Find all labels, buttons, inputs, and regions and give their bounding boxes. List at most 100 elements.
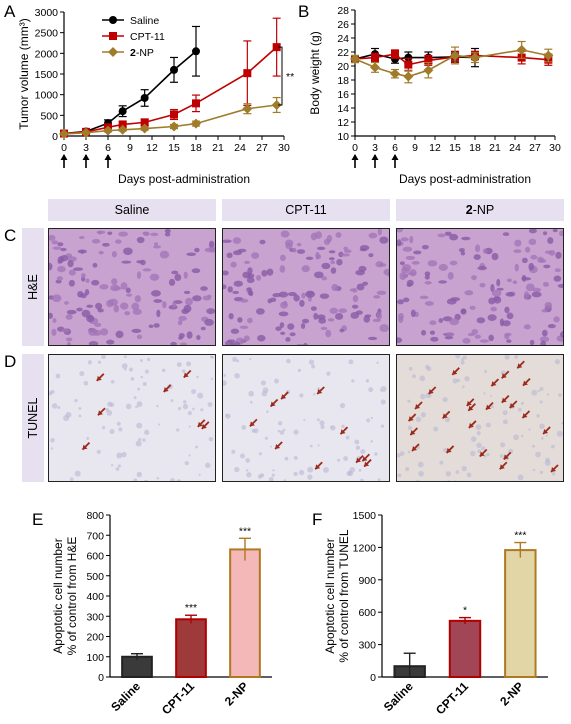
dosing-arrowhead	[104, 154, 112, 160]
cell-nucleus	[251, 252, 260, 259]
x-tick-label: 27	[256, 142, 268, 154]
cell-stain	[264, 436, 268, 440]
cell-nucleus	[68, 279, 75, 287]
cell-stain	[205, 462, 211, 469]
cell-nucleus	[150, 232, 159, 237]
he-image-cpt11	[222, 228, 390, 346]
cell-stain	[240, 453, 245, 459]
cell-stain	[311, 364, 316, 369]
cell-stain	[187, 411, 192, 416]
apoptosis-arrowhead	[82, 444, 88, 450]
significance-stars: ***	[239, 525, 251, 537]
cell-stain	[545, 434, 548, 437]
cell-nucleus	[399, 272, 407, 281]
significance-stars: **	[286, 71, 294, 83]
cell-nucleus	[267, 298, 272, 304]
cell-stain	[169, 478, 176, 481]
cell-stain	[502, 419, 508, 425]
cell-stain	[268, 477, 274, 481]
y-tick-label: 2000	[35, 48, 59, 60]
cell-nucleus	[310, 232, 318, 241]
cell-nucleus	[328, 257, 335, 261]
cell-nucleus	[338, 308, 348, 314]
cell-stain	[319, 420, 325, 426]
y-tick-label: 200	[86, 632, 104, 644]
x-tick-label: 15	[168, 142, 180, 154]
cell-stain	[146, 357, 151, 362]
cell-nucleus	[368, 232, 378, 239]
cell-nucleus	[88, 328, 98, 336]
cell-nucleus	[397, 337, 403, 344]
cell-nucleus	[115, 330, 124, 339]
apoptosis-arrowhead	[503, 454, 509, 460]
y-axis-label: Body weight (g)	[308, 31, 322, 114]
cell-nucleus	[339, 328, 345, 333]
cell-stain	[484, 369, 488, 373]
cell-stain	[144, 429, 150, 435]
cell-nucleus	[287, 292, 297, 297]
data-point	[371, 53, 379, 62]
cell-stain	[236, 359, 240, 363]
data-point	[350, 54, 360, 64]
cell-nucleus	[91, 238, 101, 244]
cell-nucleus	[136, 260, 144, 264]
cell-stain	[330, 425, 336, 431]
cell-stain	[253, 428, 259, 434]
cell-stain	[532, 444, 535, 448]
x-tick-label: 15	[449, 142, 461, 154]
y-tick-label: 24	[337, 33, 349, 45]
cell-nucleus	[206, 308, 215, 315]
cell-stain	[293, 455, 298, 460]
cell-nucleus	[171, 270, 179, 275]
cell-nucleus	[321, 276, 328, 281]
cell-nucleus	[256, 274, 262, 281]
y-tick-label: 3000	[35, 7, 59, 19]
cell-nucleus	[192, 295, 202, 302]
cell-stain	[539, 470, 544, 474]
cell-stain	[133, 478, 138, 481]
cell-stain	[96, 449, 101, 454]
cell-stain	[51, 403, 58, 409]
cell-stain	[464, 376, 470, 382]
cell-stain	[455, 355, 461, 359]
y-tick-label: 500	[86, 571, 104, 583]
cell-nucleus	[305, 256, 314, 260]
cell-stain	[380, 389, 383, 392]
cell-nucleus	[461, 236, 471, 241]
cell-nucleus	[496, 278, 501, 287]
cell-stain	[50, 389, 55, 394]
tumor-volume-chart: 0 500 1000 1500 2000 2500 3000 0 3 6 9 12 15 18 21 24 27…	[17, 7, 294, 186]
cell-stain	[223, 380, 227, 386]
x-tick-label: 0	[352, 142, 358, 154]
cell-stain	[74, 470, 81, 477]
x-tick-label: 30	[278, 142, 290, 154]
cell-nucleus	[505, 291, 515, 297]
cell-nucleus	[554, 268, 561, 273]
cell-nucleus	[85, 278, 90, 283]
cell-stain	[551, 444, 555, 449]
y-tick-label: 0	[370, 672, 376, 684]
cell-nucleus	[555, 251, 562, 259]
cell-stain	[461, 358, 464, 361]
cell-nucleus	[471, 275, 477, 281]
cell-nucleus	[499, 318, 505, 327]
cell-nucleus	[547, 237, 554, 244]
bar	[448, 619, 482, 678]
apoptosis-arrowhead	[362, 456, 368, 462]
apoptosis-arrowhead	[501, 397, 507, 403]
cell-nucleus	[56, 276, 64, 281]
apoptosis-arrowhead	[550, 466, 556, 472]
cell-stain	[539, 400, 543, 404]
cell-nucleus	[327, 318, 335, 322]
panel-label-e: E	[32, 510, 44, 529]
apoptosis-arrowhead	[411, 446, 417, 452]
apoptosis-arrowhead	[163, 386, 169, 392]
cell-stain	[558, 393, 562, 397]
cell-nucleus	[512, 280, 518, 285]
apoptosis-arrowhead	[501, 373, 507, 379]
apoptosis-arrowhead	[249, 421, 255, 427]
apoptosis-arrowhead	[442, 413, 448, 419]
cell-stain	[234, 372, 240, 379]
cell-nucleus	[541, 308, 548, 313]
cell-nucleus	[232, 237, 242, 245]
